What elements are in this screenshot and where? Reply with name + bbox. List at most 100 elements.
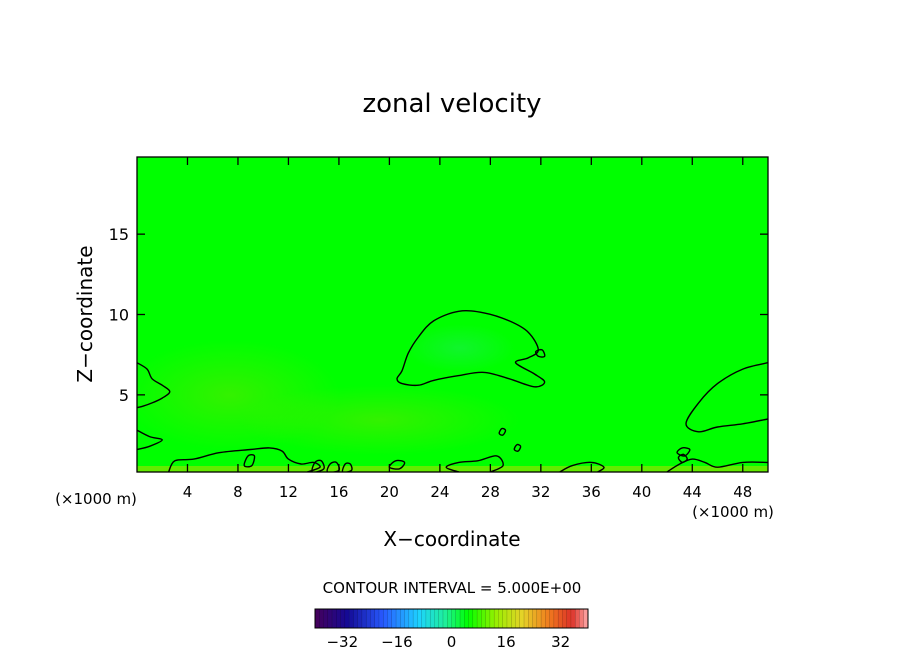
contour-loop-9 — [676, 447, 691, 457]
colorbar-swatch — [348, 608, 354, 629]
colorbar-tick-label: 16 — [497, 633, 516, 651]
contour-loop-5 — [388, 459, 406, 470]
contour-left-lower — [137, 429, 163, 451]
colorbar-swatch — [536, 608, 542, 629]
contour-jet-core — [396, 310, 546, 388]
field-bottom-strip — [137, 466, 768, 472]
colorbar-swatch — [579, 608, 585, 629]
colorbar-swatch — [417, 608, 423, 629]
colorbar-swatch — [540, 608, 546, 629]
contour-right-cell — [685, 362, 768, 433]
colorbar-swatch — [383, 608, 389, 629]
x-tick-label: 8 — [233, 483, 243, 501]
colorbar — [314, 608, 589, 629]
colorbar-swatch — [532, 608, 538, 629]
colorbar-swatch — [319, 608, 325, 629]
colorbar-swatch — [528, 608, 534, 629]
colorbar-swatch — [553, 608, 559, 629]
colorbar-swatch — [361, 608, 367, 629]
y-tick-label: 10 — [109, 306, 129, 325]
colorbar-swatch — [476, 608, 482, 629]
colorbar-swatch — [545, 608, 551, 629]
x-axis-ticks: 4 8 12 16 20 24 28 32 36 40 44 48 — [183, 157, 752, 501]
colorbar-swatch — [340, 608, 346, 629]
colorbar-tick-labels: −32 −16 0 16 32 — [326, 633, 570, 651]
x-tick-label: 16 — [329, 483, 348, 501]
colorbar-swatch — [562, 608, 568, 629]
colorbar-swatch — [314, 608, 320, 629]
colorbar-swatch — [395, 608, 401, 629]
contour-loop-8 — [534, 348, 546, 358]
colorbar-swatch — [374, 608, 380, 629]
x-tick-label: 28 — [481, 483, 500, 501]
colorbar-swatch — [468, 608, 474, 629]
colorbar-swatch — [365, 608, 371, 629]
colorbar-swatch — [472, 608, 478, 629]
colorbar-swatch — [353, 608, 359, 629]
contour-loop-10 — [677, 453, 688, 464]
colorbar-swatch — [502, 608, 508, 629]
colorbar-tick-label: −32 — [326, 633, 358, 651]
colorbar-swatch — [455, 608, 461, 629]
colorbar-swatch — [425, 608, 431, 629]
x-axis-label: X−coordinate — [383, 527, 520, 551]
colorbar-frame — [314, 608, 589, 629]
contour-low-band-4 — [666, 458, 768, 472]
field-tint-lower-mid — [240, 385, 520, 455]
x-tick-label: 32 — [531, 483, 550, 501]
contour-loop-7 — [513, 443, 522, 452]
contour-left-cell — [137, 362, 171, 409]
colorbar-swatch — [331, 608, 337, 629]
contour-loop-1 — [311, 459, 325, 472]
colorbar-swatch — [485, 608, 491, 629]
colorbar-swatch — [489, 608, 495, 629]
field-tint-jet — [405, 324, 515, 372]
contour-loop-6 — [498, 427, 507, 436]
x-tick-label: 48 — [733, 483, 752, 501]
colorbar-swatch — [357, 608, 363, 629]
colorbar-tick-label: −16 — [381, 633, 413, 651]
colorbar-swatch — [481, 608, 487, 629]
colorbar-swatch — [575, 608, 580, 629]
x-tick-label: 36 — [582, 483, 601, 501]
colorbar-swatch — [400, 608, 406, 629]
y-tick-label: 5 — [119, 386, 129, 405]
colorbar-swatch — [429, 608, 435, 629]
colorbar-swatch — [412, 608, 418, 629]
plot-area — [137, 157, 768, 472]
colorbar-swatch — [391, 608, 397, 629]
colorbar-swatch — [519, 608, 525, 629]
colorbar-swatch — [493, 608, 499, 629]
colorbar-swatch — [451, 608, 457, 629]
y-tick-label: 15 — [109, 225, 129, 244]
contour-loop-4 — [243, 454, 256, 468]
colorbar-swatch — [404, 608, 410, 629]
x-tick-label: 4 — [183, 483, 193, 501]
colorbar-swatch — [570, 608, 576, 629]
contour-interval: CONTOUR INTERVAL = 5.000E+00 — [323, 579, 582, 597]
colorbar-swatch — [370, 608, 376, 629]
colorbar-swatch — [336, 608, 342, 629]
colorbar-swatch — [323, 608, 329, 629]
y-axis-label: Z−coordinate — [73, 245, 97, 382]
colorbar-swatch — [421, 608, 427, 629]
contour-lines — [137, 310, 768, 472]
colorbar-swatch — [408, 608, 414, 629]
colorbar-swatch — [442, 608, 448, 629]
colorbar-tick-label: 32 — [551, 633, 570, 651]
contour-low-band-3 — [559, 461, 605, 472]
colorbar-swatch — [498, 608, 504, 629]
x-tick-label: 20 — [380, 483, 399, 501]
colorbar-swatch — [511, 608, 516, 629]
contour-low-band-2 — [445, 455, 504, 472]
colorbar-swatch — [506, 608, 512, 629]
colorbar-swatch — [327, 608, 333, 629]
colorbar-tick-label: 0 — [447, 633, 457, 651]
colorbar-swatch — [566, 608, 572, 629]
x-units-left: (×1000 m) — [55, 490, 137, 508]
x-tick-label: 12 — [279, 483, 298, 501]
colorbar-swatch — [464, 608, 470, 629]
colorbar-swatch — [378, 608, 384, 629]
chart-title: zonal velocity — [362, 89, 541, 119]
x-tick-label: 44 — [683, 483, 702, 501]
